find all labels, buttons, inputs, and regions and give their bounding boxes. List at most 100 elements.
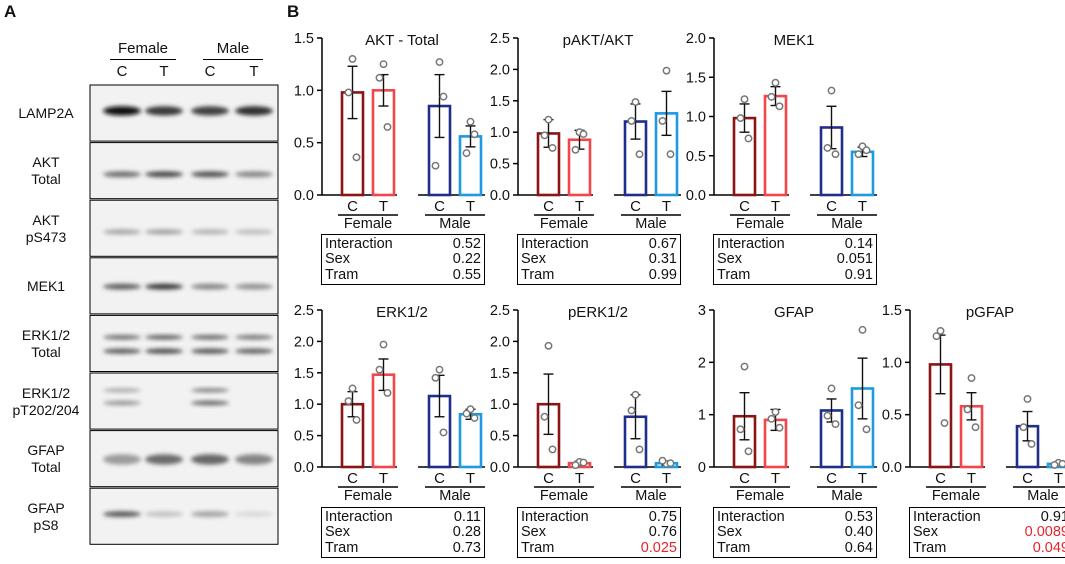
stats-label: Tram: [325, 539, 359, 556]
data-point: [379, 60, 388, 69]
data-point: [635, 445, 644, 454]
data-point: [854, 401, 863, 410]
blot-row-label: AKT pS473: [4, 212, 88, 246]
category-label: T: [466, 470, 475, 487]
stats-row: Tram 0.55: [325, 266, 481, 283]
data-point: [1019, 423, 1028, 432]
data-point: [548, 143, 557, 152]
data-point: [344, 88, 353, 97]
stats-label: Sex: [325, 251, 350, 268]
stats-p-value: 0.53: [844, 509, 873, 525]
blot-band: [191, 334, 229, 340]
y-tick-label: 1.5: [490, 366, 510, 382]
blot-band: [103, 400, 141, 406]
y-tick-label: 0.0: [686, 188, 706, 204]
blot-band: [191, 283, 229, 290]
blot-strip: [89, 84, 279, 142]
data-point: [375, 365, 384, 374]
stats-p-value: 0.11: [453, 509, 481, 525]
data-point: [831, 420, 840, 429]
blot-row-label: LAMP2A: [4, 105, 88, 122]
group-label: Male: [439, 488, 470, 504]
chart-title: GFAP: [774, 304, 814, 321]
data-point: [767, 414, 776, 423]
y-tick-label: 0.0: [882, 460, 902, 476]
data-point: [971, 423, 980, 432]
blot-row-label: ERK1/2 Total: [4, 327, 88, 361]
category-label: C: [826, 198, 837, 215]
data-point: [767, 92, 776, 101]
blot-strip: [89, 314, 279, 372]
data-point: [466, 117, 475, 126]
data-point: [736, 425, 745, 434]
bar: [458, 412, 483, 469]
blot-row-label: GFAP Total: [4, 442, 88, 476]
data-point: [666, 459, 675, 468]
blot-row-label-line1: LAMP2A: [18, 105, 74, 122]
y-tick-label: 1.0: [490, 125, 510, 141]
stats-table: Interaction 0.11 Sex 0.28 Tram 0.73: [321, 507, 485, 558]
blot-row-label-line1: MEK1: [26, 278, 66, 295]
blot-band: [145, 106, 183, 116]
bar: [763, 94, 788, 197]
blot-group-male: Male: [216, 40, 250, 57]
blot-band: [103, 334, 141, 340]
data-point: [375, 73, 384, 82]
data-point: [744, 134, 753, 143]
data-point: [352, 153, 361, 162]
stats-p-value: 0.75: [648, 509, 677, 525]
chart-title: pGFAP: [966, 304, 1014, 321]
data-point: [940, 419, 949, 427]
stats-row: Interaction 0.11: [325, 509, 481, 525]
blot-band: [103, 511, 141, 517]
stats-label: Tram: [521, 266, 555, 283]
panel-a-label: A: [4, 2, 17, 21]
blot-strip: [89, 142, 279, 200]
category-label: T: [466, 198, 475, 215]
blot-band: [103, 283, 141, 290]
y-tick-label: 0.5: [882, 408, 902, 424]
data-point: [775, 102, 784, 111]
blot-row-label-line2: pS8: [33, 517, 59, 533]
data-point: [823, 411, 832, 420]
y-tick-label: 1.5: [294, 366, 314, 382]
blot-band: [103, 388, 141, 393]
lane-label: T: [159, 63, 169, 80]
blot-band: [235, 454, 273, 465]
y-tick-label: 1.5: [294, 31, 314, 47]
y-tick-label: 2.5: [490, 303, 510, 319]
y-tick-label: 0.5: [686, 149, 706, 165]
blot-band: [235, 171, 273, 178]
data-point: [435, 365, 444, 374]
category-label: C: [826, 470, 837, 487]
category-label: C: [434, 198, 445, 215]
blot-row-label-line2: pT202/204: [12, 401, 80, 418]
group-label: Male: [635, 488, 666, 504]
stats-p-value: 0.99: [648, 266, 677, 283]
category-label: C: [347, 470, 358, 487]
stats-p-value: 0.55: [452, 266, 481, 283]
data-point: [462, 149, 471, 158]
data-point: [1027, 440, 1036, 448]
stats-label: Sex: [521, 251, 546, 268]
blot-row-label: GFAP pS8: [4, 500, 88, 534]
data-point: [831, 150, 840, 159]
stats-p-value: 0.73: [452, 539, 481, 556]
y-tick-label: 2.0: [294, 334, 314, 350]
data-point: [854, 150, 863, 159]
y-tick-label: 0.5: [490, 429, 510, 445]
data-point: [627, 406, 636, 415]
stats-table: Interaction 0.14 Sex 0.051 Tram 0.91: [713, 234, 877, 285]
stats-row: Interaction 0.14: [717, 236, 873, 252]
y-tick-label: 1.0: [490, 397, 510, 413]
stats-row: Tram 0.025: [521, 540, 677, 556]
data-point: [858, 325, 867, 334]
group-label: Female: [736, 488, 784, 504]
lane-label: C: [204, 63, 216, 80]
data-point: [348, 54, 357, 63]
blot-band: [145, 511, 183, 517]
